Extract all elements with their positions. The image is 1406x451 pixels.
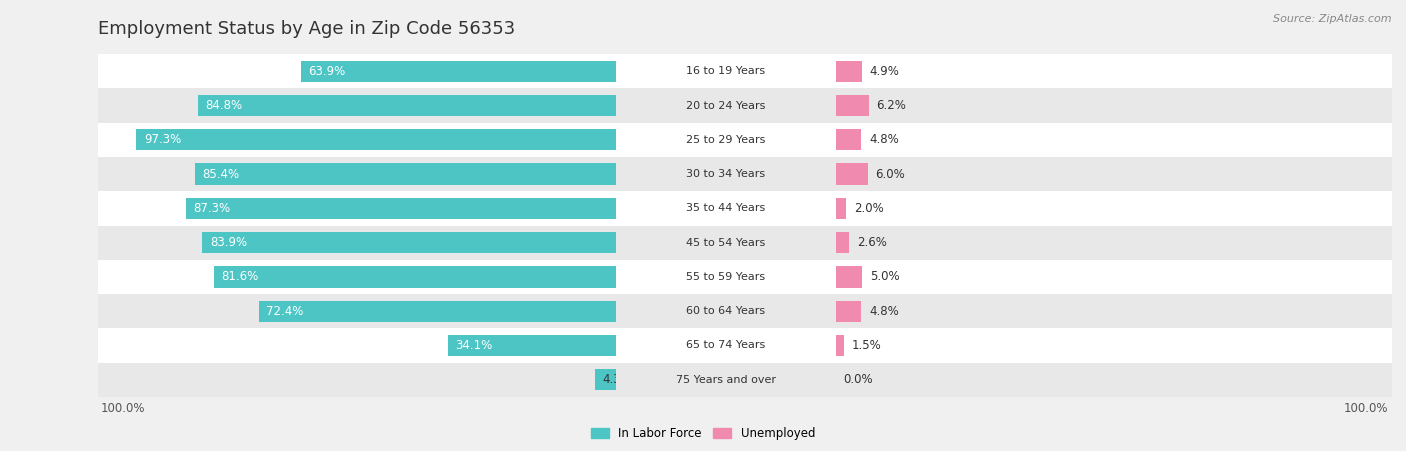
Bar [616,226,835,260]
Bar [835,123,1392,157]
Text: 34.1%: 34.1% [456,339,492,352]
Bar [835,300,860,322]
Text: 81.6%: 81.6% [221,271,259,283]
Text: Source: ZipAtlas.com: Source: ZipAtlas.com [1274,14,1392,23]
Bar [835,226,1392,260]
Text: 4.9%: 4.9% [870,65,900,78]
Text: 65 to 74 Years: 65 to 74 Years [686,341,765,350]
Text: 1.5%: 1.5% [852,339,882,352]
Text: 4.8%: 4.8% [869,305,898,318]
Bar [835,54,1392,88]
Bar [195,163,616,185]
Bar [202,232,616,253]
Text: 30 to 34 Years: 30 to 34 Years [686,169,765,179]
Bar [835,157,1392,191]
Bar [616,157,835,191]
Bar [835,129,860,151]
Bar [136,129,616,151]
Bar [98,294,616,328]
Text: 20 to 24 Years: 20 to 24 Years [686,101,765,110]
Text: 2.0%: 2.0% [855,202,884,215]
Text: 85.4%: 85.4% [202,168,239,180]
Bar [835,198,846,219]
Text: 35 to 44 Years: 35 to 44 Years [686,203,765,213]
Bar [98,88,616,123]
Text: 45 to 54 Years: 45 to 54 Years [686,238,765,248]
Text: 55 to 59 Years: 55 to 59 Years [686,272,765,282]
Bar [835,335,844,356]
Bar [198,95,616,116]
Text: 75 Years and over: 75 Years and over [676,375,776,385]
Bar [214,266,616,288]
Text: 0.0%: 0.0% [844,373,873,386]
Text: 6.2%: 6.2% [876,99,907,112]
Bar [98,157,616,191]
Bar [835,191,1392,226]
Bar [301,60,616,82]
Bar [98,260,616,294]
Bar [616,123,835,157]
Bar [835,88,1392,123]
Text: 97.3%: 97.3% [143,133,181,146]
Bar [616,191,835,226]
Bar [835,60,862,82]
Text: 4.8%: 4.8% [869,133,898,146]
Bar [616,328,835,363]
Bar [616,54,835,88]
Text: Employment Status by Age in Zip Code 56353: Employment Status by Age in Zip Code 563… [98,20,516,38]
Bar [98,363,616,397]
Bar [98,54,616,88]
Bar [616,260,835,294]
Bar [835,294,1392,328]
Bar [595,369,616,391]
Bar [835,266,862,288]
Text: 60 to 64 Years: 60 to 64 Years [686,306,765,316]
Text: 6.0%: 6.0% [876,168,905,180]
Bar [616,88,835,123]
Text: 83.9%: 83.9% [209,236,247,249]
Bar [98,123,616,157]
Bar [447,335,616,356]
Bar [616,363,835,397]
Text: 4.3%: 4.3% [602,373,631,386]
Text: 63.9%: 63.9% [308,65,346,78]
Bar [98,328,616,363]
Bar [186,198,616,219]
Text: 87.3%: 87.3% [193,202,231,215]
Bar [835,232,849,253]
Text: 72.4%: 72.4% [267,305,304,318]
Bar [835,363,1392,397]
Text: 2.6%: 2.6% [858,236,887,249]
Bar [835,260,1392,294]
Text: 84.8%: 84.8% [205,99,242,112]
Text: 5.0%: 5.0% [870,271,900,283]
Bar [98,191,616,226]
Bar [835,328,1392,363]
Text: 25 to 29 Years: 25 to 29 Years [686,135,765,145]
Bar [835,95,869,116]
Bar [835,163,868,185]
Bar [259,300,616,322]
Legend: In Labor Force, Unemployed: In Labor Force, Unemployed [586,423,820,445]
Bar [98,226,616,260]
Text: 16 to 19 Years: 16 to 19 Years [686,66,765,76]
Bar [616,294,835,328]
